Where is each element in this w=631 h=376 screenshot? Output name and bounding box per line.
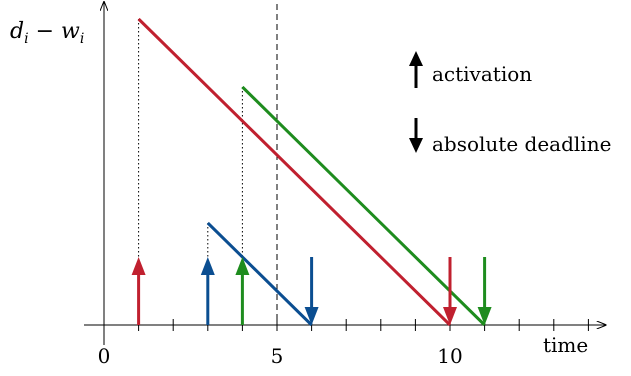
axes: 0 5 10: [84, 2, 606, 368]
legend-deadline-icon: [409, 118, 423, 153]
deadline-arrow-head-blue: [304, 307, 319, 325]
x-tick-label: 5: [271, 344, 284, 368]
task-line-red: [137, 17, 452, 327]
x-axis-tick-labels: 0 5 10: [98, 344, 463, 368]
legend-activation-label: activation: [432, 62, 532, 86]
task-line-green: [241, 85, 486, 327]
task-arrows: [131, 257, 492, 325]
x-tick-label: 10: [437, 344, 462, 368]
legend-activation-icon: [409, 51, 423, 88]
activation-arrow-head-blue: [200, 257, 215, 275]
task-lines: [137, 17, 486, 327]
x-tick-label: 0: [98, 344, 111, 368]
deadline-arrow-head-red: [443, 307, 457, 325]
legend-deadline-label: absolute deadline: [432, 132, 611, 156]
task-line-blue: [206, 221, 313, 327]
deadline-arrow-head-green: [477, 307, 492, 325]
activation-arrow-head-green: [235, 257, 250, 275]
y-axis-label: di − wi: [10, 19, 84, 47]
x-axis-label: time: [543, 333, 588, 357]
guide-lines: [138, 4, 278, 325]
activation-arrow-head-red: [131, 257, 146, 275]
legend: activation absolute deadline: [409, 51, 611, 156]
